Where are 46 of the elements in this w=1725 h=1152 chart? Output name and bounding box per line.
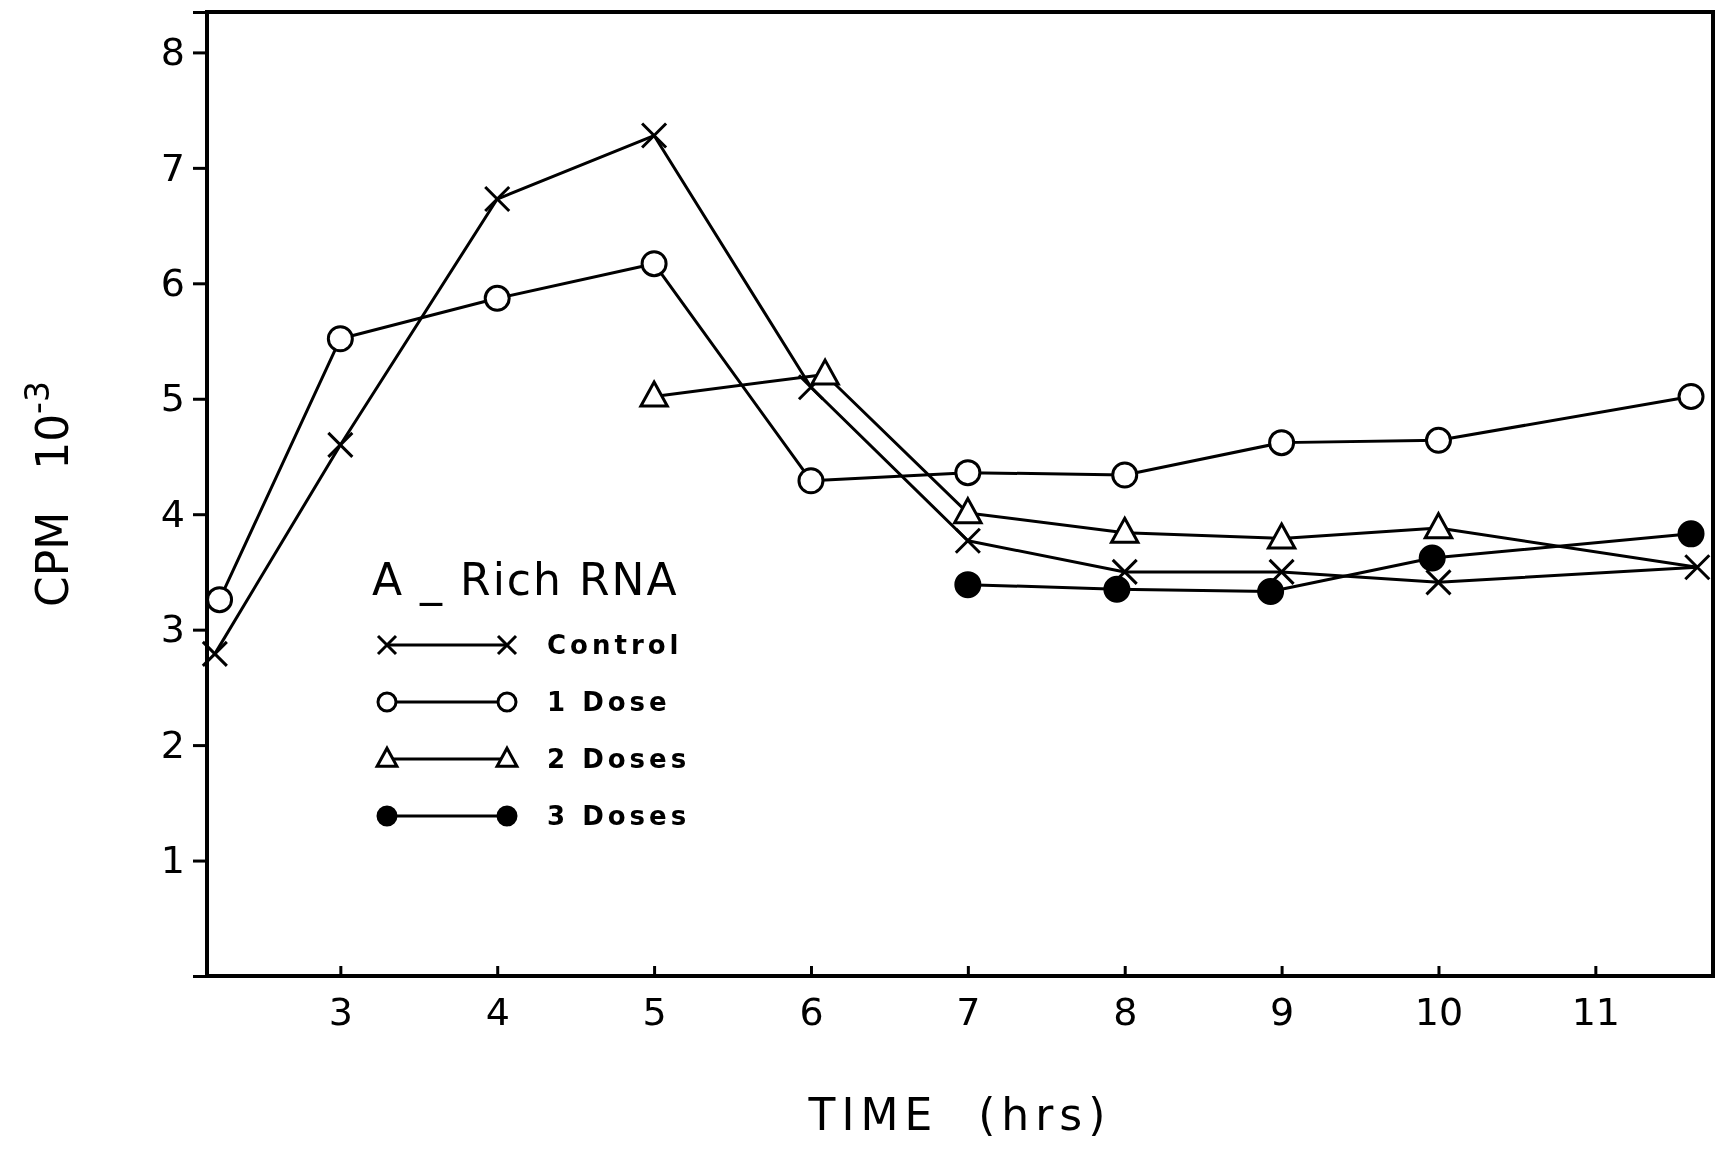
x-tick-label: 3 bbox=[328, 989, 353, 1034]
x-tick-label: 9 bbox=[1270, 989, 1295, 1034]
point bbox=[206, 586, 234, 614]
point bbox=[201, 640, 229, 668]
legend-label: 2 Doses bbox=[547, 744, 691, 775]
point bbox=[1111, 558, 1139, 586]
point bbox=[1103, 575, 1131, 603]
point bbox=[954, 571, 982, 599]
point bbox=[1268, 558, 1296, 586]
legend-label: 1 Dose bbox=[547, 687, 671, 718]
legend-title: A _ Rich RNA bbox=[372, 554, 679, 607]
point bbox=[1677, 382, 1705, 410]
point bbox=[1418, 544, 1446, 572]
point bbox=[640, 250, 668, 278]
y-tick-label: 2 bbox=[160, 722, 185, 767]
x-tick-label: 5 bbox=[642, 989, 667, 1034]
legend-label: 3 Doses bbox=[547, 801, 691, 832]
x-tick-label: 7 bbox=[956, 989, 981, 1034]
point bbox=[1111, 461, 1139, 489]
point bbox=[483, 185, 511, 213]
point bbox=[954, 527, 982, 555]
y-tick-label: 5 bbox=[160, 376, 185, 421]
x-tick-label: 4 bbox=[485, 989, 510, 1034]
x-tick-label: 11 bbox=[1571, 989, 1621, 1034]
y-tick-label: 8 bbox=[160, 30, 185, 75]
point bbox=[1424, 426, 1452, 454]
legend-label: Control bbox=[547, 630, 683, 661]
point bbox=[1268, 429, 1296, 457]
x-axis-title: TIME (hrs) bbox=[807, 1089, 1112, 1140]
point bbox=[797, 467, 825, 495]
point bbox=[954, 459, 982, 487]
y-tick-label: 3 bbox=[160, 607, 185, 652]
point bbox=[326, 431, 354, 459]
x-tick-label: 8 bbox=[1113, 989, 1138, 1034]
point bbox=[1424, 568, 1452, 596]
point bbox=[326, 325, 354, 353]
point bbox=[1257, 578, 1285, 606]
point bbox=[1677, 520, 1705, 548]
point bbox=[640, 122, 668, 150]
point bbox=[483, 284, 511, 312]
y-tick-label: 6 bbox=[160, 260, 185, 305]
y-tick-label: 4 bbox=[160, 491, 185, 536]
y-tick-label: 1 bbox=[160, 838, 185, 883]
x-tick-label: 6 bbox=[799, 989, 824, 1034]
y-tick-label: 7 bbox=[160, 145, 185, 190]
x-tick-label: 10 bbox=[1414, 989, 1464, 1034]
